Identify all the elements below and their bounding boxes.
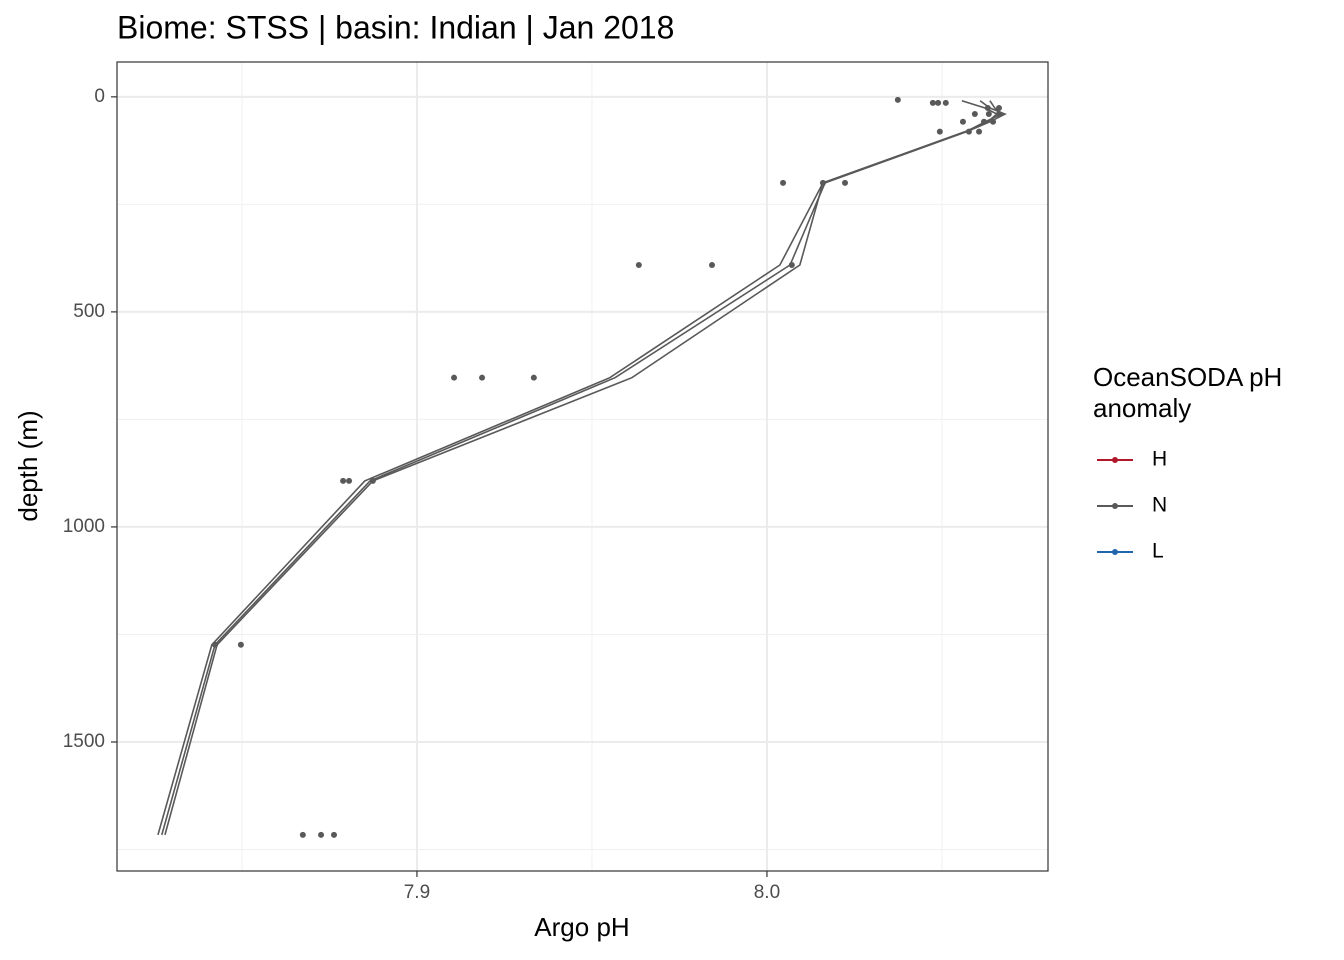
data-point [340, 477, 347, 484]
data-point [451, 374, 458, 381]
data-point [237, 641, 244, 648]
y-tick-label: 0 [94, 86, 105, 107]
data-point [936, 128, 943, 135]
data-point [985, 111, 992, 118]
legend-label: H [1152, 448, 1167, 471]
data-point [965, 128, 972, 135]
data-point [709, 262, 715, 269]
data-point [299, 831, 306, 838]
data-point [530, 374, 537, 381]
data-point [942, 99, 949, 106]
legend-key-point [1112, 503, 1118, 509]
data-point [479, 374, 486, 381]
data-point [976, 128, 983, 135]
y-tick-label: 1500 [63, 731, 105, 752]
data-point [331, 831, 337, 838]
panel-border [116, 61, 1049, 872]
y-tick-label: 1000 [63, 516, 105, 537]
y-axis-label: depth (m) [13, 410, 43, 521]
data-point [935, 99, 942, 106]
data-point [318, 831, 325, 838]
data-point [971, 111, 978, 118]
legend-label: N [1152, 494, 1167, 517]
data-point [346, 477, 353, 484]
legend-key-point [1112, 549, 1118, 555]
data-point [819, 179, 826, 186]
data-point [996, 111, 1002, 118]
data-point [842, 179, 848, 186]
y-tick-label: 500 [73, 301, 105, 322]
data-point [996, 105, 1002, 112]
chart-title: Biome: STSS | basin: Indian | Jan 2018 [117, 9, 674, 45]
data-point [894, 96, 901, 103]
data-point [369, 477, 376, 484]
x-tick-label: 7.9 [404, 882, 430, 903]
data-point [929, 99, 936, 106]
legend-label: L [1152, 540, 1164, 563]
data-point [788, 262, 795, 269]
data-point [990, 118, 997, 125]
data-point [635, 262, 642, 269]
data-point [984, 105, 991, 112]
panel-background [117, 62, 1048, 871]
data-point [959, 118, 966, 125]
data-point [980, 118, 987, 125]
legend-title: OceanSODA pH anomaly [1093, 362, 1283, 423]
data-point [212, 641, 218, 648]
legend-key-point [1112, 457, 1118, 463]
data-point [780, 179, 787, 186]
x-axis-label: Argo pH [534, 912, 629, 942]
x-tick-label: 8.0 [754, 882, 780, 903]
